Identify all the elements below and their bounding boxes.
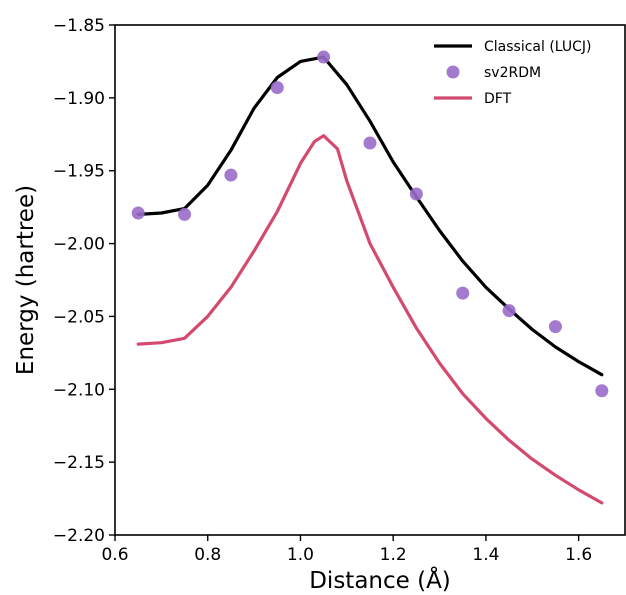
x-tick-label: 1.0	[287, 545, 314, 565]
data-point-sv2rdm	[131, 206, 145, 220]
x-axis-ticks: 0.6 0.8 1.0 1.2 1.4 1.6	[101, 535, 592, 565]
data-point-sv2rdm	[270, 81, 284, 95]
y-tick-label: −1.85	[53, 16, 105, 36]
x-tick-label: 0.8	[194, 545, 221, 565]
y-tick-label: −2.00	[53, 235, 105, 255]
legend-swatch-sv2rdm	[446, 65, 460, 79]
x-tick-label: 1.4	[472, 545, 499, 565]
data-point-sv2rdm	[456, 286, 470, 300]
x-tick-label: 1.2	[380, 545, 407, 565]
data-point-sv2rdm	[409, 187, 423, 201]
legend-label-dft: DFT	[484, 91, 512, 107]
x-axis-title: Distance (Å)	[309, 566, 451, 594]
y-tick-label: −2.10	[53, 380, 105, 400]
y-tick-label: −1.95	[53, 162, 105, 182]
y-axis-ticks: −1.85 −1.90 −1.95 −2.00 −2.05 −2.10 −2.15 −2.20	[53, 16, 115, 546]
legend-label-sv2rdm: sv2RDM	[484, 65, 541, 81]
data-point-sv2rdm	[363, 136, 377, 150]
plot-lines	[136, 55, 604, 505]
plot-frame	[114, 24, 626, 536]
legend-label-classical: Classical (LUCJ)	[484, 39, 592, 55]
data-point-sv2rdm	[224, 168, 238, 182]
series-line-classical-lucj	[136, 55, 604, 377]
y-tick-label: −2.05	[53, 307, 105, 327]
x-tick-label: 0.6	[101, 545, 128, 565]
data-point-sv2rdm	[548, 320, 562, 334]
y-tick-label: −2.20	[53, 526, 105, 546]
series-line-dft	[136, 134, 604, 505]
data-point-sv2rdm	[502, 304, 516, 318]
data-point-sv2rdm	[178, 207, 192, 221]
legend: Classical (LUCJ) sv2RDM DFT	[434, 39, 592, 107]
y-tick-label: −1.90	[53, 89, 105, 109]
y-tick-label: −2.15	[53, 453, 105, 473]
data-point-sv2rdm	[595, 384, 609, 398]
data-point-sv2rdm	[317, 50, 331, 64]
plot-points	[131, 50, 609, 398]
y-axis-title: Energy (hartree)	[13, 185, 39, 375]
x-tick-label: 1.6	[565, 545, 592, 565]
